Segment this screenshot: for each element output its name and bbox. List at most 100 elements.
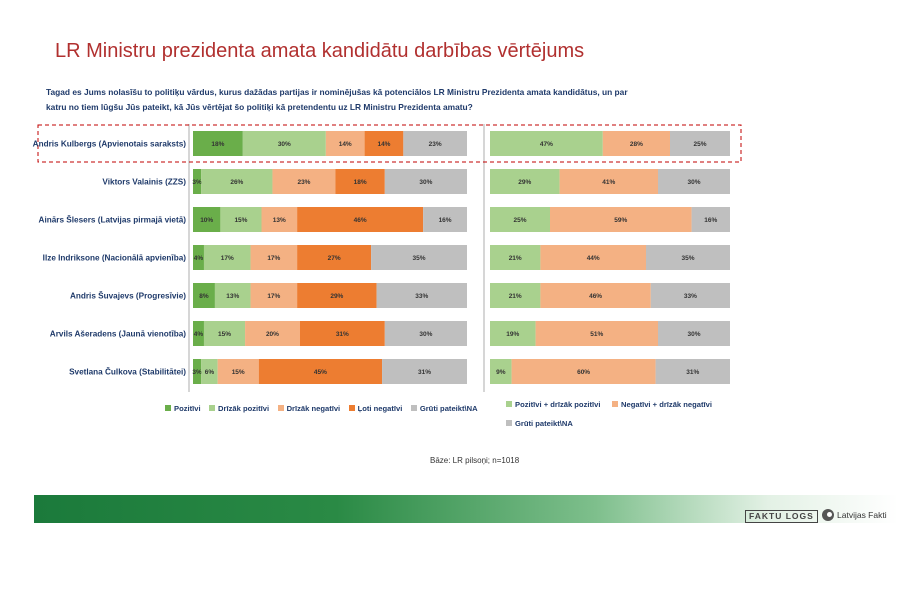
left-bar-segment [258,359,383,384]
left-bar-segment [335,169,385,194]
right-data-label: 44% [587,255,600,262]
right-data-label: 51% [590,331,603,338]
left-bar-segment [203,245,251,270]
left-data-label: 30% [419,331,432,338]
category-label: Ilze Indriksone (Nacionālā apvienība) [43,254,187,263]
left-data-label: 16% [439,217,452,224]
right-data-label: 21% [509,293,522,300]
left-data-label: 17% [221,255,234,262]
right-data-label: 30% [687,179,700,186]
left-data-label: 35% [413,255,426,262]
left-bar-segment [193,245,204,270]
legend-item: Pozitīvi [165,404,201,413]
left-data-label: 17% [267,293,280,300]
right-bar-segment [540,283,651,308]
left-bar-segment [193,321,204,346]
left-bar-segment [217,359,259,384]
right-data-label: 21% [509,255,522,262]
right-bar-segment [670,131,730,156]
left-data-label: 31% [336,331,349,338]
right-bar-segment [490,169,560,194]
chart-title: LR Ministru prezidenta amata kandidātu d… [55,40,585,62]
left-data-label: 20% [266,331,279,338]
latvijas-fakti-logo-icon [822,509,834,521]
legend-item: Ļoti negatīvi [348,404,402,413]
right-data-label: 25% [693,141,706,148]
left-data-label: 23% [429,141,442,148]
right-data-label: 60% [577,369,590,376]
left-bar-segment [376,283,467,308]
right-data-label: 25% [513,217,526,224]
left-bar-segment [299,321,385,346]
left-data-label: 14% [339,141,352,148]
left-bar-segment [382,359,467,384]
right-bar-segment [490,207,550,232]
right-data-label: 33% [684,293,697,300]
right-bar-segment [646,245,730,270]
left-data-label: 27% [328,255,341,262]
category-label: Andris Šuvajevs (Progresīvie) [70,290,186,301]
footer-band [34,495,898,523]
left-bar-segment [384,321,467,346]
left-bar-segment [403,131,467,156]
right-data-label: 59% [614,217,627,224]
right-data-label: 46% [589,293,602,300]
left-data-label: 33% [415,293,428,300]
left-bar-segment [297,283,377,308]
right-bar-segment [535,321,658,346]
right-bar-segment [490,131,603,156]
base-note: Bāze: LR pilsoņi; n=1018 [430,456,520,465]
left-bar-segment [250,283,298,308]
left-bar-segment [261,207,298,232]
right-bar-segment [490,245,541,270]
left-data-label: 30% [419,179,432,186]
left-data-label: 18% [354,179,367,186]
right-data-label: 31% [686,369,699,376]
left-data-label: 15% [234,217,247,224]
left-data-label: 18% [211,141,224,148]
legend-item: Grūti pateikt\NA [410,404,478,413]
left-bar-segment [364,131,404,156]
right-bar-segment [550,207,692,232]
category-label: Ainārs Šlesers (Latvijas pirmajā vietā) [39,214,187,225]
left-bar-segment [214,283,251,308]
left-data-label: 8% [199,293,209,300]
left-bar-segment [250,245,298,270]
right-data-label: 35% [681,255,694,262]
latvijas-fakti-logo: Latvijas Fakti [837,510,887,520]
left-bar-segment [297,245,372,270]
right-bar-segment [655,359,730,384]
left-bar-segment [272,169,336,194]
right-bar-segment [650,283,730,308]
right-bar-segment [559,169,658,194]
left-bar-segment [242,131,326,156]
right-bar-segment [511,359,656,384]
survey-question: Tagad es Jums nolasīšu to politiķu vārdu… [46,87,628,112]
right-data-label: 30% [687,331,700,338]
left-bar-segment [193,131,243,156]
right-data-label: 28% [630,141,643,148]
left-bar-segment [203,321,246,346]
legend-right-item-3: Grūti pateikt\NA [506,419,573,428]
legend-right-item-2: Negatīvi + drīzāk negatīvi [612,400,712,409]
left-bar-segment [193,169,202,194]
right-bar-segment [602,131,670,156]
right-data-label: 47% [540,141,553,148]
right-bar-segment [658,321,730,346]
legend-right-item-1: Pozitīvi + drīzāk pozitīvi [506,400,600,409]
left-data-label: 17% [267,255,280,262]
right-bar-segment [658,169,730,194]
left-bar-segment [325,131,365,156]
category-label: Viktors Valainis (ZZS) [102,178,186,187]
right-data-label: 9% [496,369,506,376]
left-bar-segment [384,169,467,194]
left-bar-segment [201,359,218,384]
left-data-label: 45% [314,369,327,376]
left-data-label: 10% [200,217,213,224]
left-data-label: 30% [278,141,291,148]
left-data-label: 4% [194,255,204,262]
left-bar-segment [193,207,221,232]
left-data-label: 15% [218,331,231,338]
left-data-label: 6% [205,369,215,376]
